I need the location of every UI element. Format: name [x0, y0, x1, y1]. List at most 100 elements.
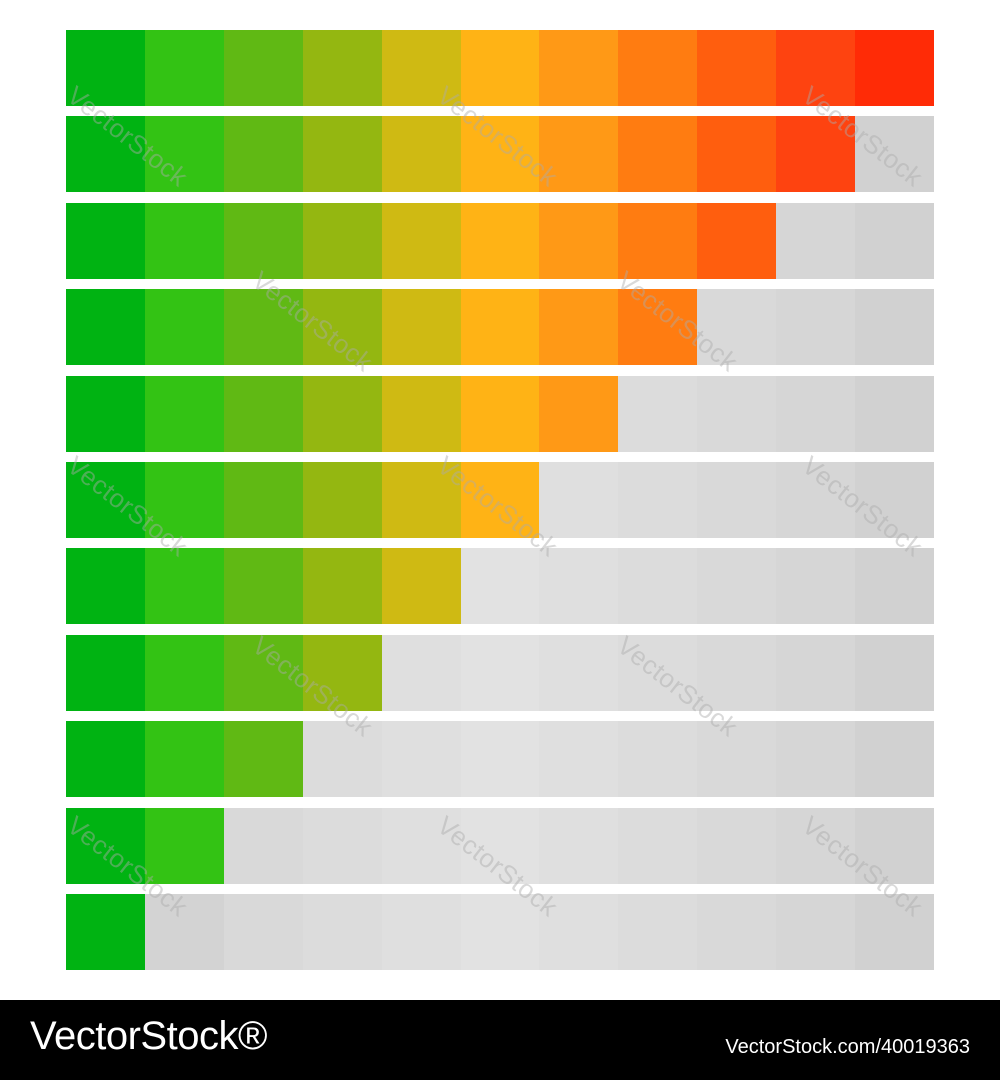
meter-segment-filled — [539, 289, 619, 365]
meter-segment-filled — [223, 376, 303, 452]
meter-segment-filled — [460, 116, 540, 192]
meter-segment-empty — [381, 894, 461, 970]
meter-segment-empty — [460, 635, 540, 711]
meter-segment-filled — [539, 203, 619, 279]
meter-segment-filled — [66, 30, 145, 106]
meter-segment-empty — [381, 808, 461, 884]
meter-segment-filled — [460, 203, 540, 279]
meter-segment-empty — [223, 808, 303, 884]
meter-segment-empty — [776, 203, 856, 279]
meter-segment-filled — [223, 635, 303, 711]
meter-segment-filled — [66, 289, 145, 365]
meter-segment-filled — [144, 116, 224, 192]
meter-segment-empty — [855, 376, 934, 452]
meter-segment-empty — [460, 548, 540, 624]
meter-segment-empty — [855, 203, 934, 279]
meter-segment-filled — [223, 116, 303, 192]
meter-segment-filled — [539, 116, 619, 192]
meter-segment-empty — [223, 894, 303, 970]
meter-segment-empty — [618, 462, 698, 538]
meter-segment-filled — [697, 116, 777, 192]
meter-segment-empty — [697, 808, 777, 884]
meter-segment-filled — [460, 462, 540, 538]
meter-segment-empty — [855, 635, 934, 711]
meter-segment-filled — [66, 203, 145, 279]
meter-segment-filled — [144, 721, 224, 797]
meter-segment-empty — [697, 289, 777, 365]
level-meter-row — [66, 289, 934, 365]
meter-segment-empty — [855, 289, 934, 365]
meter-segment-empty — [302, 721, 382, 797]
meter-segment-filled — [618, 116, 698, 192]
meter-segment-filled — [66, 462, 145, 538]
meter-segment-empty — [697, 894, 777, 970]
meter-segment-filled — [302, 30, 382, 106]
meter-segment-filled — [618, 289, 698, 365]
level-meter-row — [66, 808, 934, 884]
stock-id-text: VectorStock.com/40019363 — [725, 1036, 970, 1058]
meter-segment-empty — [539, 721, 619, 797]
meter-segment-empty — [776, 376, 856, 452]
meter-segment-empty — [539, 462, 619, 538]
meter-segment-filled — [302, 289, 382, 365]
meter-segment-empty — [697, 462, 777, 538]
meter-segment-empty — [776, 721, 856, 797]
meter-segment-filled — [618, 30, 698, 106]
meter-segment-filled — [66, 808, 145, 884]
level-meter-row — [66, 894, 934, 970]
meter-segment-filled — [855, 30, 934, 106]
meter-segment-empty — [460, 721, 540, 797]
meter-segment-filled — [144, 462, 224, 538]
meter-segment-filled — [66, 635, 145, 711]
meter-segment-empty — [539, 635, 619, 711]
meter-segment-empty — [539, 548, 619, 624]
meter-segment-empty — [776, 289, 856, 365]
level-meter-row — [66, 721, 934, 797]
meter-segment-filled — [776, 116, 856, 192]
meter-segment-filled — [66, 548, 145, 624]
level-meter-row — [66, 30, 934, 106]
meter-segment-filled — [66, 116, 145, 192]
meter-segment-filled — [460, 289, 540, 365]
meter-segment-filled — [144, 635, 224, 711]
meter-segment-filled — [144, 548, 224, 624]
meter-segment-filled — [66, 721, 145, 797]
meter-segment-filled — [223, 203, 303, 279]
meter-segment-empty — [618, 721, 698, 797]
meter-segment-empty — [618, 894, 698, 970]
meter-segment-empty — [776, 548, 856, 624]
meter-segment-filled — [460, 30, 540, 106]
meter-segment-filled — [381, 548, 461, 624]
meter-segment-empty — [776, 808, 856, 884]
meter-segment-filled — [776, 30, 856, 106]
meter-segment-filled — [223, 462, 303, 538]
meter-segment-filled — [381, 289, 461, 365]
meter-segment-filled — [618, 203, 698, 279]
meter-segment-filled — [381, 462, 461, 538]
meter-segment-filled — [223, 30, 303, 106]
meter-segment-filled — [66, 894, 145, 970]
meter-segment-empty — [539, 808, 619, 884]
meter-segment-filled — [144, 289, 224, 365]
level-meter-row — [66, 116, 934, 192]
meter-segment-filled — [381, 376, 461, 452]
meter-segment-filled — [144, 808, 224, 884]
meter-segment-empty — [618, 376, 698, 452]
meter-segment-empty — [697, 721, 777, 797]
level-meter-row — [66, 203, 934, 279]
meter-segment-filled — [302, 203, 382, 279]
meter-segment-filled — [223, 548, 303, 624]
meter-segment-empty — [302, 894, 382, 970]
meter-segment-filled — [697, 203, 777, 279]
meter-segment-filled — [381, 203, 461, 279]
meter-segment-empty — [697, 635, 777, 711]
meter-segment-filled — [302, 116, 382, 192]
meter-segment-empty — [855, 116, 934, 192]
meter-segment-empty — [618, 808, 698, 884]
meter-segment-filled — [697, 30, 777, 106]
meter-segment-filled — [302, 462, 382, 538]
meter-segment-filled — [144, 203, 224, 279]
meter-segment-empty — [539, 894, 619, 970]
meter-segment-empty — [144, 894, 224, 970]
footer-bar: VectorStock® VectorStock.com/40019363 — [0, 1000, 1000, 1080]
